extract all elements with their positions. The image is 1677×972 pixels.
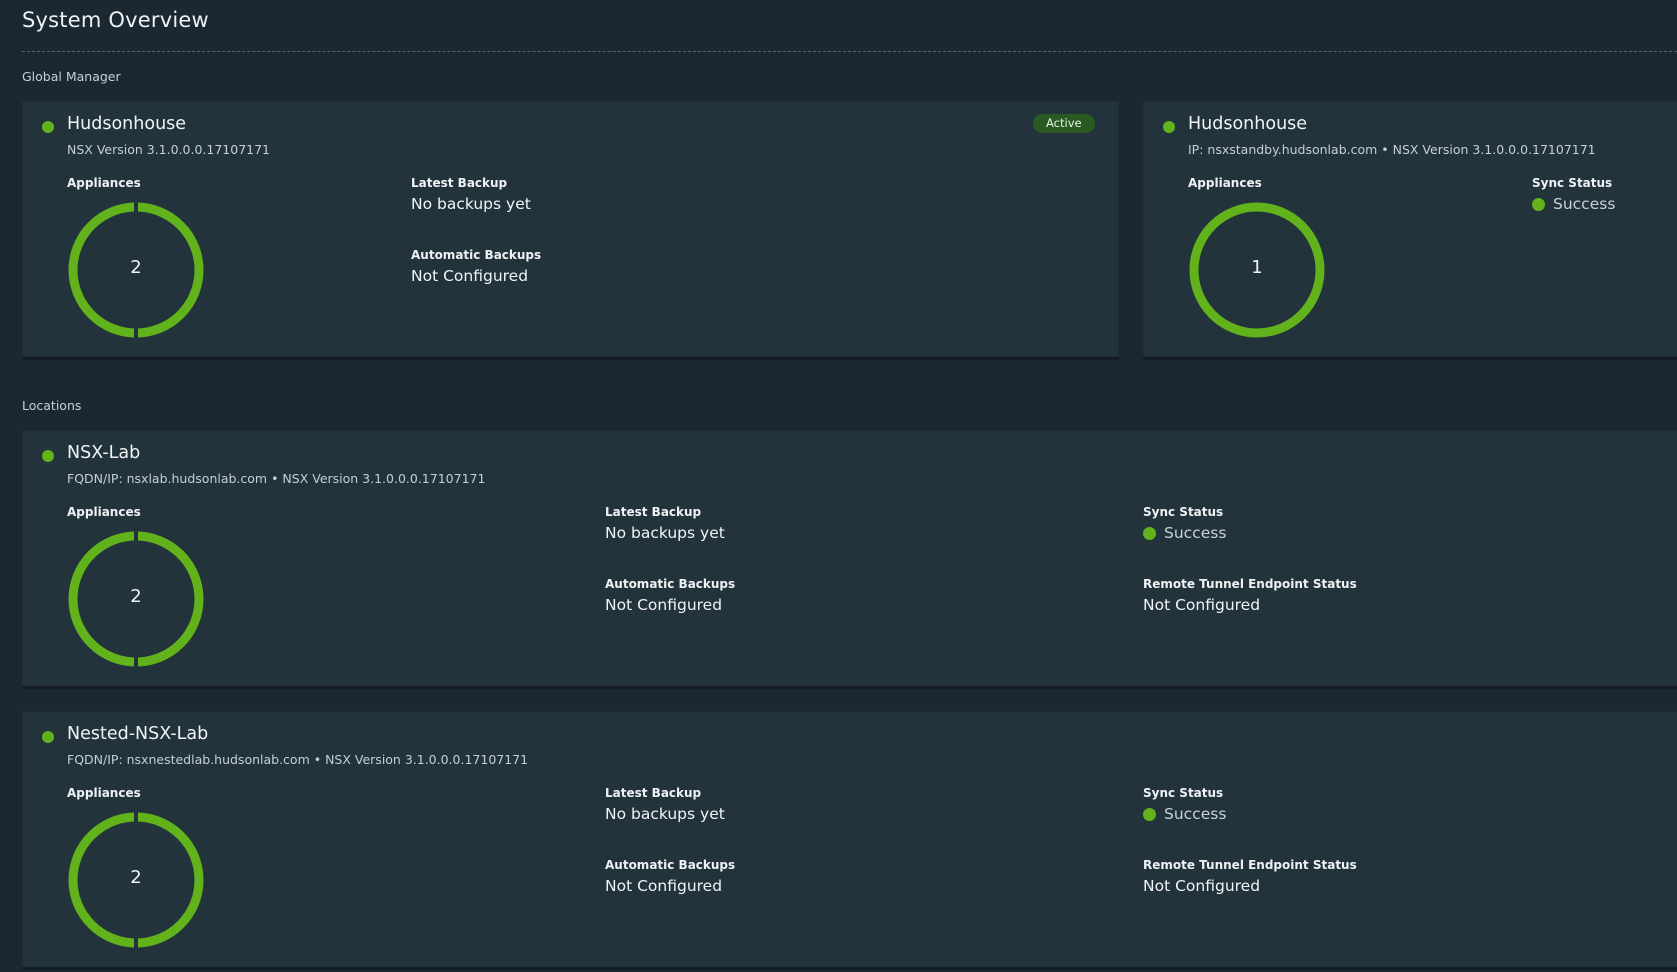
appliance-donut-chart[interactable] <box>66 200 206 340</box>
global-manager-standby-card[interactable]: Hudsonhouse IP: nsxstandby.hudsonlab.com… <box>1143 101 1677 357</box>
rtep-status-value: Not Configured <box>1143 877 1261 895</box>
appliances-label: Appliances <box>67 505 141 519</box>
latest-backup-value: No backups yet <box>411 195 531 213</box>
sync-status-value: Success <box>1164 524 1227 542</box>
sync-status: Success <box>1532 195 1615 213</box>
sync-status-value: Success <box>1553 195 1616 213</box>
appliances-label: Appliances <box>1188 176 1262 190</box>
automatic-backups-label: Automatic Backups <box>411 248 542 262</box>
success-status-icon <box>1143 526 1156 540</box>
appliances-label: Appliances <box>67 786 141 800</box>
location-name[interactable]: NSX-Lab <box>67 443 141 463</box>
sync-status: Success <box>1143 805 1226 823</box>
appliance-donut-chart[interactable] <box>66 810 206 950</box>
sync-status-label: Sync Status <box>1143 505 1224 519</box>
sync-status-label: Sync Status <box>1532 176 1613 190</box>
automatic-backups-value: Not Configured <box>605 596 723 614</box>
latest-backup-value: No backups yet <box>605 524 725 542</box>
latest-backup-label: Latest Backup <box>411 176 508 190</box>
global-manager-section-label: Global Manager <box>22 69 121 84</box>
latest-backup-value: No backups yet <box>605 805 725 823</box>
location-subtitle: FQDN/IP: nsxnestedlab.hudsonlab.com • NS… <box>67 752 529 767</box>
sync-status-value: Success <box>1164 805 1227 823</box>
location-card-nested-nsx-lab[interactable]: Nested-NSX-Lab FQDN/IP: nsxnestedlab.hud… <box>22 711 1677 967</box>
status-dot-icon <box>1163 121 1175 133</box>
location-subtitle: FQDN/IP: nsxlab.hudsonlab.com • NSX Vers… <box>67 471 486 486</box>
location-name[interactable]: Nested-NSX-Lab <box>67 724 209 744</box>
appliance-donut-chart[interactable] <box>1187 200 1327 340</box>
locations-section-label: Locations <box>22 398 82 413</box>
status-dot-icon <box>42 450 54 462</box>
automatic-backups-value: Not Configured <box>605 877 723 895</box>
appliances-count: 2 <box>130 586 142 607</box>
page-title: System Overview <box>22 8 209 32</box>
success-status-icon <box>1143 807 1156 821</box>
automatic-backups-label: Automatic Backups <box>605 858 736 872</box>
appliances-count: 2 <box>130 867 142 888</box>
rtep-status-label: Remote Tunnel Endpoint Status <box>1143 577 1357 591</box>
sync-status: Success <box>1143 524 1226 542</box>
global-manager-active-card[interactable]: Hudsonhouse Active NSX Version 3.1.0.0.0… <box>22 101 1119 357</box>
rtep-status-value: Not Configured <box>1143 596 1261 614</box>
active-badge: Active <box>1033 114 1095 133</box>
automatic-backups-label: Automatic Backups <box>605 577 736 591</box>
automatic-backups-value: Not Configured <box>411 267 529 285</box>
latest-backup-label: Latest Backup <box>605 786 702 800</box>
appliance-donut-chart[interactable] <box>66 529 206 669</box>
gm-standby-name[interactable]: Hudsonhouse <box>1188 114 1308 134</box>
latest-backup-label: Latest Backup <box>605 505 702 519</box>
location-card-nsx-lab[interactable]: NSX-Lab FQDN/IP: nsxlab.hudsonlab.com • … <box>22 430 1677 686</box>
gm-active-subtitle: NSX Version 3.1.0.0.0.17107171 <box>67 142 271 157</box>
status-dot-icon <box>42 121 54 133</box>
gm-standby-subtitle: IP: nsxstandby.hudsonlab.com • NSX Versi… <box>1188 142 1596 157</box>
appliances-count: 2 <box>130 257 142 278</box>
rtep-status-label: Remote Tunnel Endpoint Status <box>1143 858 1357 872</box>
sync-status-label: Sync Status <box>1143 786 1224 800</box>
title-divider <box>22 51 1677 52</box>
status-dot-icon <box>42 731 54 743</box>
gm-active-name[interactable]: Hudsonhouse <box>67 114 187 134</box>
appliances-label: Appliances <box>67 176 141 190</box>
success-status-icon <box>1532 197 1545 211</box>
appliances-count: 1 <box>1251 257 1263 278</box>
